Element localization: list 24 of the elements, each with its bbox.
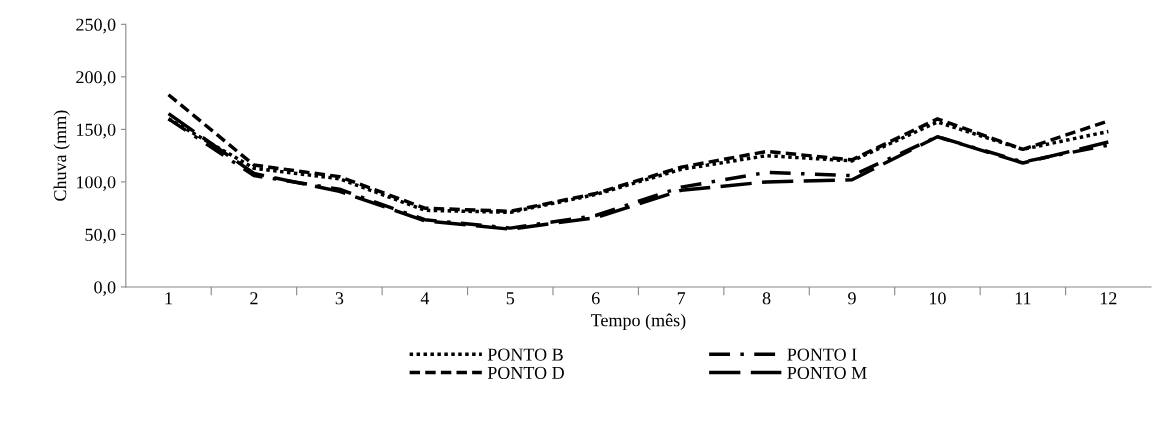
x-axis-title: Tempo (mês)	[591, 313, 686, 330]
x-tick-label: 1	[165, 292, 172, 305]
y-tick-label: 200,0	[76, 71, 116, 86]
x-tick-label: 7	[677, 292, 686, 305]
x-tick-label: 10	[930, 292, 946, 305]
y-tick-label: 100,0	[77, 176, 116, 191]
y-tick-label: 150,0	[77, 123, 116, 139]
legend-label: PONTO I	[787, 348, 857, 361]
y-axis-title: Chuva (mm)	[53, 110, 70, 201]
x-tick-label: 9	[848, 292, 856, 305]
legend-label: PONTO B	[487, 348, 563, 361]
x-tick-label: 2	[250, 292, 258, 305]
legend-label: PONTO M	[787, 366, 867, 379]
legend-label: PONTO D	[487, 366, 564, 379]
x-tick-label: 3	[335, 292, 344, 305]
y-tick-label: 0,0	[94, 281, 116, 296]
x-tick-label: 8	[762, 292, 771, 305]
y-tick-label: 250,0	[76, 18, 116, 34]
x-tick-label: 5	[506, 292, 515, 305]
x-tick-label: 12	[1100, 292, 1117, 305]
x-tick-label: 11	[1015, 292, 1031, 305]
y-tick-label: 50,0	[85, 228, 116, 244]
x-tick-label: 6	[591, 292, 600, 305]
x-tick-label: 4	[420, 292, 430, 305]
